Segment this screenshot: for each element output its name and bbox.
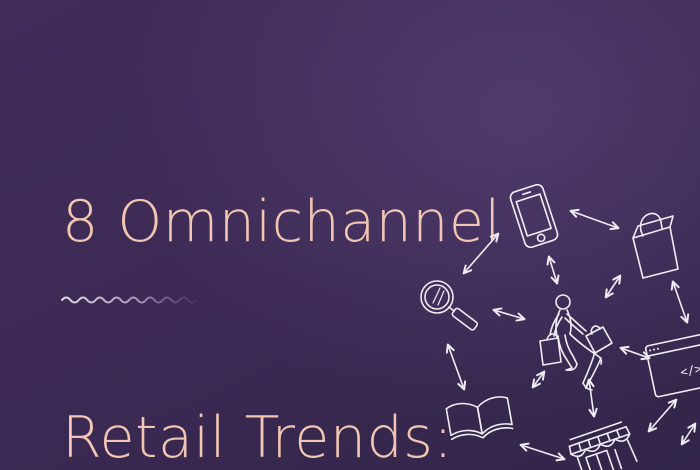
squiggle-underline [61, 296, 198, 304]
smartphone-icon [509, 183, 559, 249]
title-line-1: 8 Omnichannel [62, 189, 501, 255]
page-title: 8 Omnichannel Retail Trends: 2019 [62, 42, 501, 470]
network-arrows [445, 208, 697, 462]
shopping-bag-icon [632, 212, 679, 279]
front-bag [539, 337, 562, 366]
code-glyph: </> [679, 361, 700, 379]
storefront-icon [568, 421, 638, 470]
magnifier-icon [420, 280, 479, 331]
open-book-icon [445, 396, 514, 441]
omnichannel-illustration: </> [420, 183, 700, 470]
shopper-person-icon [539, 294, 613, 391]
back-bag [585, 326, 613, 354]
title-line-2: Retail Trends: [62, 405, 454, 470]
code-browser-icon: </> [644, 330, 700, 398]
